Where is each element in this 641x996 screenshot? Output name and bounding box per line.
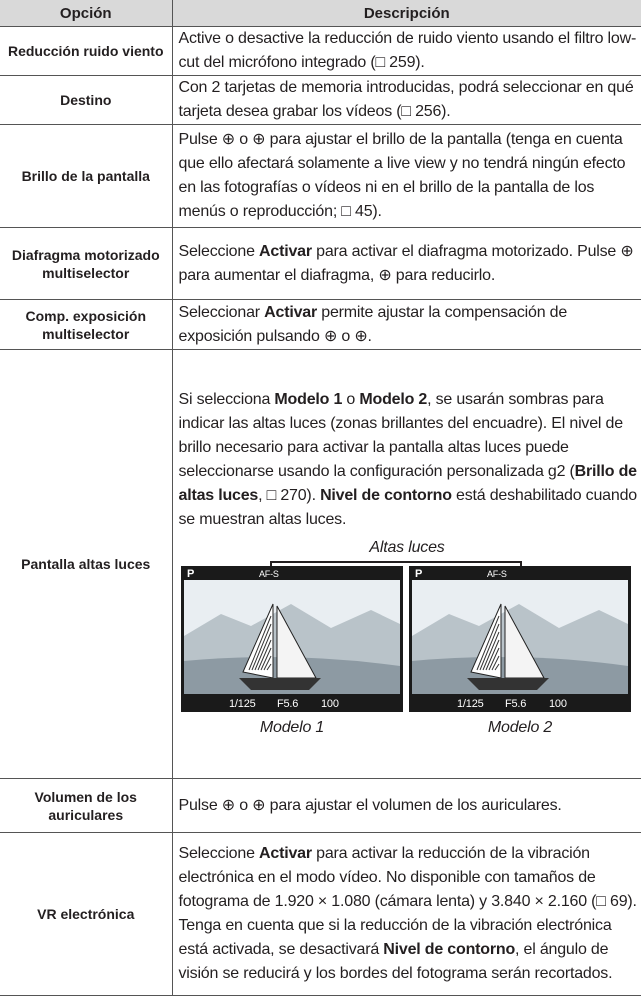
zebra-stripe xyxy=(476,615,499,670)
description-cell: Active o desactive la reducción de ruido… xyxy=(172,26,641,76)
zebra-stripe xyxy=(263,655,271,670)
text: Active o desactive la reducción de ruido… xyxy=(178,30,637,71)
screen-text: 100 xyxy=(549,698,567,710)
description-cell: Pulse ⊕ o ⊕ para ajustar el volumen de l… xyxy=(172,778,641,833)
description: Pulse ⊕ o ⊕ para ajustar el brillo de la… xyxy=(179,128,638,224)
zebra-stripe xyxy=(488,647,499,670)
table-body: Reducción ruido viento Active o desactive… xyxy=(0,26,641,996)
text: Seleccione xyxy=(178,845,260,862)
description-cell: Seleccione Activar para activar la reduc… xyxy=(172,832,641,996)
screen-text: P xyxy=(415,568,422,580)
table-row: Reducción ruido viento Active o desactive… xyxy=(0,26,641,76)
text: Seleccione xyxy=(178,242,260,260)
option-cell: VR electrónica xyxy=(0,832,173,996)
zebra-stripe xyxy=(251,623,271,670)
text: está deshabilitado cuando se muestran al… xyxy=(178,486,638,528)
text: para activar el diafragma motorizado. Pu… xyxy=(178,242,634,284)
callout-label: Altas luces xyxy=(368,539,444,556)
description: Pulse ⊕ o ⊕ para ajustar el volumen de l… xyxy=(179,794,638,818)
screen: P AF-S 1/125 F5.6 100 xyxy=(180,565,403,712)
figure-caption: Modelo 1 xyxy=(259,719,323,736)
option-cell: Reducción ruido viento xyxy=(0,26,173,76)
screen-text: AF-S xyxy=(259,569,279,579)
description-cell: Seleccionar Activar permite ajustar la c… xyxy=(172,299,641,350)
table-row: VR electrónica Seleccione Activar para ac… xyxy=(0,832,641,996)
description: Active o desactive la reducción de ruido… xyxy=(179,27,638,75)
table-row: Destino Con 2 tarjetas de memoria introdu… xyxy=(0,75,641,125)
bold-text: Activar xyxy=(259,845,312,862)
option-cell: Pantalla altas luces xyxy=(0,349,173,779)
screen-text: AF-S xyxy=(487,569,507,579)
text: o xyxy=(342,390,360,408)
hull xyxy=(466,677,549,690)
screen-text: F5.6 xyxy=(505,698,526,710)
text: , el ángulo de visión se reducirá y los … xyxy=(178,941,613,982)
description-cell: Si selecciona Modelo 1 o Modelo 2, se us… xyxy=(172,349,641,779)
bold-text: Modelo 1 xyxy=(274,390,343,408)
description-cell: Con 2 tarjetas de memoria introducidas, … xyxy=(172,75,641,125)
table-row: Brillo de la pantalla Pulse ⊕ o ⊕ para aj… xyxy=(0,124,641,228)
text: Pulse ⊕ o ⊕ para ajustar el brillo de la… xyxy=(178,131,626,220)
option-cell: Brillo de la pantalla xyxy=(0,124,173,228)
description: Con 2 tarjetas de memoria introducidas, … xyxy=(179,76,638,124)
zebra-stripe xyxy=(257,639,271,670)
description: Seleccione Activar para activar el diafr… xyxy=(179,240,638,288)
zebra-stripe xyxy=(485,639,499,670)
zebra-stripe xyxy=(254,631,271,670)
screen-text: 100 xyxy=(321,698,339,710)
figure-caption: Modelo 2 xyxy=(487,719,552,736)
option-cell: Comp. exposición multiselector xyxy=(0,299,173,350)
zebra-stripe xyxy=(494,663,499,670)
bold-text: Nivel de contorno xyxy=(383,941,516,958)
bold-text: Activar xyxy=(264,303,318,321)
text: Seleccionar xyxy=(178,303,265,321)
zebra-stripe xyxy=(479,623,499,670)
zebra-stripe xyxy=(482,631,499,670)
text: para activar la reducción de la vibració… xyxy=(178,845,637,958)
text: , □ 270). xyxy=(258,486,321,504)
screen: P AF-S 1/125 F5.6 100 xyxy=(408,565,631,712)
option-cell: Diafragma motorizado multiselector xyxy=(0,227,173,300)
text: Con 2 tarjetas de memoria introducidas, … xyxy=(178,79,634,120)
option-cell: Volumen de los auriculares xyxy=(0,778,173,833)
zebra-stripe xyxy=(260,647,271,670)
header-cell: Opción xyxy=(0,0,173,27)
description-cell: Pulse ⊕ o ⊕ para ajustar el brillo de la… xyxy=(172,124,641,228)
option-cell: Destino xyxy=(0,75,173,125)
screen-text: F5.6 xyxy=(277,698,298,710)
screen-bar xyxy=(408,693,631,712)
description: Si selecciona Modelo 1 o Modelo 2, se us… xyxy=(179,388,638,532)
zebra-stripe xyxy=(248,615,271,670)
screen-text: 1/125 xyxy=(457,698,484,710)
header-cell: Descripción xyxy=(172,0,641,27)
zebra-stripe xyxy=(266,663,271,670)
highlight-figure: Altas luces P AF-S 1/125 F5.6 100 Modelo 1 P AF-… xyxy=(180,539,631,736)
bold-text: Activar xyxy=(259,242,312,260)
bold-text: Brillo de altas luces xyxy=(178,462,638,504)
header-row: Opción Descripción xyxy=(0,0,641,27)
screen-text: 1/125 xyxy=(229,698,256,710)
table-row: Diafragma motorizado multiselector Selecc… xyxy=(0,227,641,300)
description: Seleccionar Activar permite ajustar la c… xyxy=(179,301,638,349)
text: permite ajustar la compensación de expos… xyxy=(178,303,568,345)
table-row: Pantalla altas luces Si selecciona Modelo… xyxy=(0,349,641,779)
screen-text: P xyxy=(187,568,194,580)
text: Si selecciona xyxy=(178,390,275,408)
zebra-stripe xyxy=(491,655,499,670)
text: , se usarán sombras para indicar las alt… xyxy=(178,390,624,480)
bold-text: Nivel de contorno xyxy=(320,486,452,504)
description-cell: Seleccione Activar para activar el diafr… xyxy=(172,227,641,300)
screen-bar xyxy=(180,693,403,712)
table-row: Comp. exposición multiselector Selecciona… xyxy=(0,299,641,350)
description: Seleccione Activar para activar la reduc… xyxy=(179,842,638,986)
text: Pulse ⊕ o ⊕ para ajustar el volumen de l… xyxy=(178,796,562,814)
hull xyxy=(238,677,321,690)
table-row: Volumen de los auriculares Pulse ⊕ o ⊕ pa… xyxy=(0,778,641,833)
bold-text: Modelo 2 xyxy=(359,390,428,408)
